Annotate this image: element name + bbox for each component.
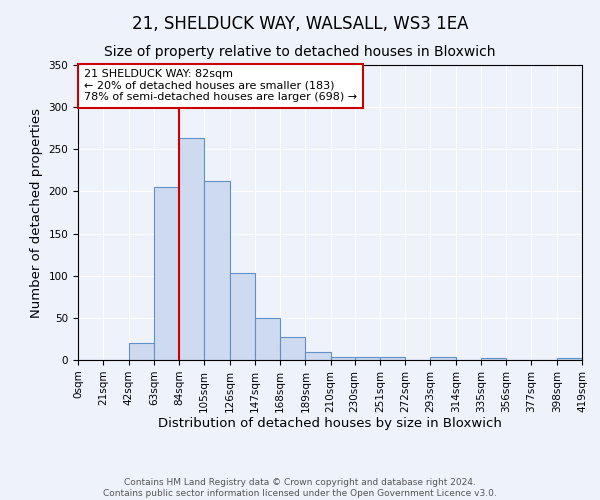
Bar bbox=[128, 343, 154, 360]
Bar bbox=[205, 182, 230, 360]
Y-axis label: Number of detached properties: Number of detached properties bbox=[30, 108, 43, 318]
Text: Contains HM Land Registry data © Crown copyright and database right 2024.
Contai: Contains HM Land Registry data © Crown c… bbox=[103, 478, 497, 498]
Bar bbox=[255, 318, 280, 360]
Text: 21 SHELDUCK WAY: 82sqm
← 20% of detached houses are smaller (183)
78% of semi-de: 21 SHELDUCK WAY: 82sqm ← 20% of detached… bbox=[84, 69, 357, 102]
Bar bbox=[380, 356, 405, 360]
Bar bbox=[481, 358, 506, 360]
Bar bbox=[230, 273, 255, 360]
Bar bbox=[280, 337, 305, 360]
Bar bbox=[355, 356, 380, 360]
Bar bbox=[179, 138, 205, 360]
Bar bbox=[305, 352, 331, 360]
Bar bbox=[557, 358, 582, 360]
Bar bbox=[331, 358, 355, 360]
Text: Size of property relative to detached houses in Bloxwich: Size of property relative to detached ho… bbox=[104, 45, 496, 59]
X-axis label: Distribution of detached houses by size in Bloxwich: Distribution of detached houses by size … bbox=[158, 418, 502, 430]
Text: 21, SHELDUCK WAY, WALSALL, WS3 1EA: 21, SHELDUCK WAY, WALSALL, WS3 1EA bbox=[132, 15, 468, 33]
Bar bbox=[154, 187, 179, 360]
Bar bbox=[430, 358, 455, 360]
